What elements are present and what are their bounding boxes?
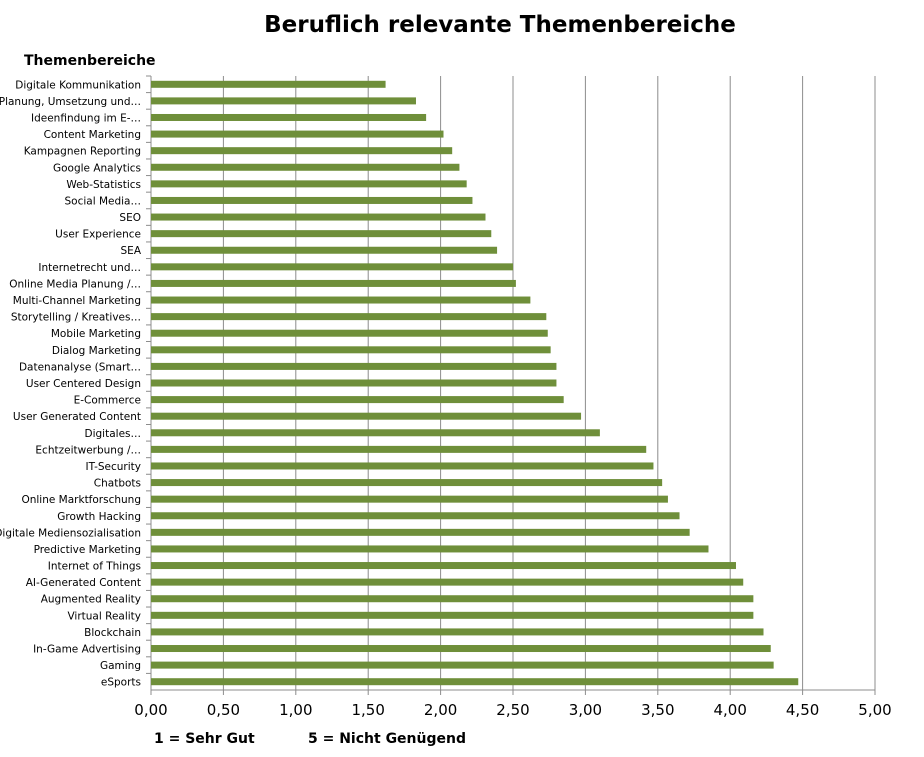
category-label: Digitale Mediensozialisation [0,527,141,539]
bar [151,595,754,603]
bar [151,279,516,287]
x-tick-label: 4,00 [713,701,746,719]
x-tick-label: 1,50 [351,701,384,719]
category-label: Kampagnen Reporting [24,146,141,158]
x-tick-label: 0,50 [207,701,240,719]
x-tick-label: 4,50 [786,701,819,719]
category-label: Gaming [100,660,141,672]
category-labels: Digitale Kommunikation Planung, Umsetzung… [0,75,151,689]
category-label: Virtual Reality [67,610,141,622]
bar [151,645,771,653]
bar [151,479,663,487]
category-label: Planung, Umsetzung und… [0,96,141,108]
x-tick-label: 5,00 [858,701,891,719]
bar [151,196,473,204]
category-label: E-Commerce [74,395,141,407]
bar [151,313,547,321]
category-label: Augmented Reality [41,594,141,606]
bar [151,329,548,337]
bar [151,678,799,686]
scale-note-worst: 5 = Nicht Genügend [308,731,466,747]
bar [151,611,754,619]
category-label: Online Marktforschung [21,494,141,506]
bar [151,379,557,387]
bar [151,296,531,304]
bar [151,628,764,636]
category-label: Dialog Marketing [52,345,141,357]
bar [151,578,744,586]
x-tick-label: 3,00 [569,701,602,719]
bar [151,80,386,88]
bar [151,429,600,437]
x-axis: 0,00 0,50 1,00 1,50 2,00 2,50 3,00 3,50 4,00 4,50… [134,689,892,719]
bar [151,545,709,553]
scale-note-best: 1 = Sehr Gut [154,731,255,747]
x-tick-label: 3,50 [641,701,674,719]
category-label: Echtzeitwerbung /… [35,444,141,456]
bar [151,263,513,271]
category-label: Content Marketing [44,129,141,141]
bar [151,130,444,138]
category-label: Internetrecht und… [38,262,141,274]
category-label: Ideenfindung im E-… [31,112,141,124]
x-tick-label: 2,00 [424,701,457,719]
category-label: Digitales… [85,428,141,440]
bar [151,346,551,354]
x-tick-label: 1,00 [279,701,312,719]
bar [151,113,427,121]
category-label: Social Media… [64,195,141,207]
category-label: IT-Security [86,461,141,473]
category-label: Internet of Things [48,561,141,573]
category-label: Online Media Planung /… [9,278,141,290]
category-label: Mobile Marketing [51,328,141,340]
bar [151,362,557,370]
bar [151,562,736,570]
category-label: User Experience [55,229,141,241]
bar [151,528,690,536]
bars [151,80,799,686]
bar [151,495,668,503]
x-tick-label: 2,50 [496,701,529,719]
bar [151,213,486,221]
category-label: Datenanalyse (Smart… [19,361,141,373]
bar [151,661,774,669]
category-label: Digitale Kommunikation [15,79,141,91]
bar [151,462,654,470]
bar [151,147,453,155]
category-label: Chatbots [94,478,141,490]
category-label: SEA [121,245,142,257]
bar [151,163,460,171]
bar [151,412,582,420]
bar [151,396,564,404]
category-label: Web-Statistics [66,179,141,191]
category-axis-title: Themenbereiche [24,53,156,69]
bar [151,246,498,254]
category-label: User Centered Design [26,378,141,390]
bar [151,230,492,238]
bar [151,97,416,105]
chart-title: Beruflich relevante Themenbereiche [264,12,736,38]
bar [151,445,647,453]
category-label: Google Analytics [53,162,141,174]
category-label: Storytelling / Kreatives… [11,312,141,324]
category-label: SEO [119,212,141,224]
category-label: Blockchain [84,627,141,639]
category-label: AI-Generated Content [26,577,141,589]
category-label: eSports [101,677,141,689]
category-label: User Generated Content [13,411,141,423]
category-label: Predictive Marketing [34,544,141,556]
bar [151,512,680,520]
category-label: Growth Hacking [57,511,141,523]
category-label: In-Game Advertising [33,644,141,656]
x-tick-label: 0,00 [134,701,167,719]
bar [151,180,467,188]
category-label: Multi-Channel Marketing [13,295,141,307]
